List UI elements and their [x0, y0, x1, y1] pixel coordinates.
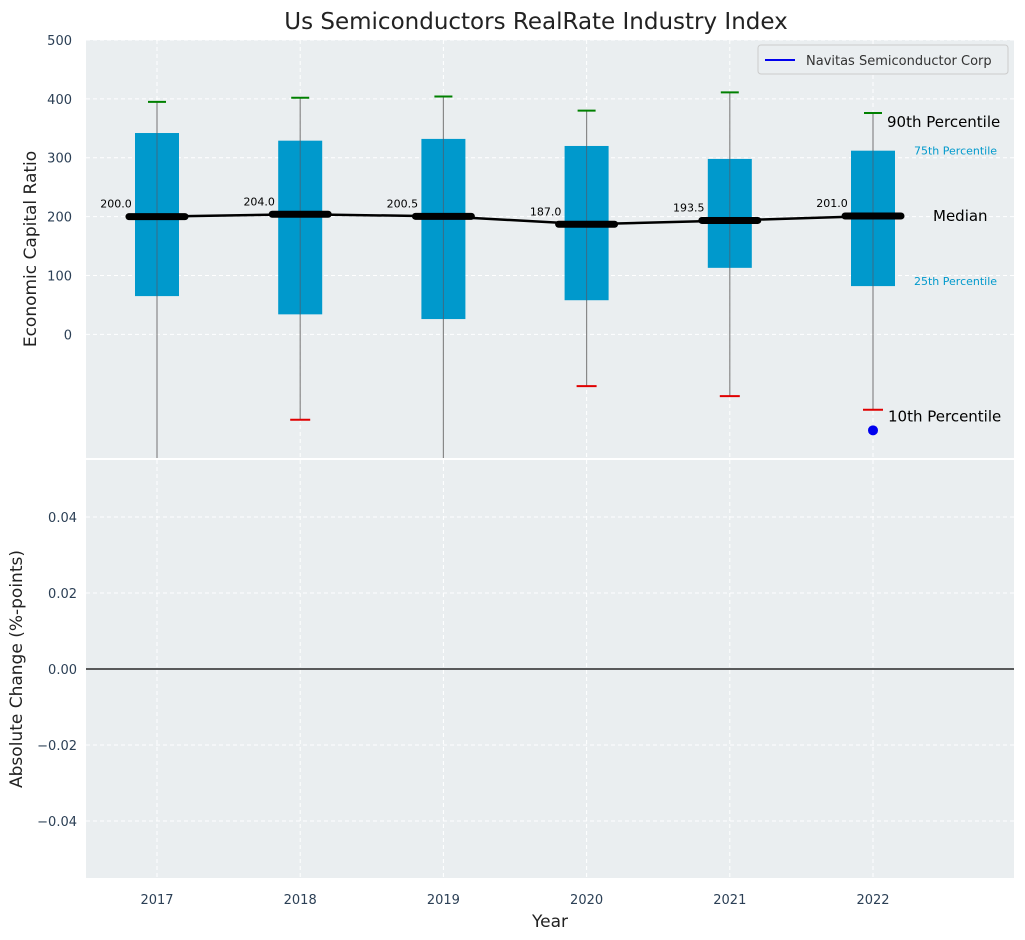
top-y-tick-labels: 0 100 200 300 400 500 [47, 34, 72, 343]
legend: Navitas Semiconductor Corp [757, 44, 1009, 75]
top-y-axis-label: Economic Capital Ratio [21, 151, 41, 347]
x-tick-label: 2022 [856, 893, 889, 908]
median-value-label: 201.0 [816, 197, 848, 210]
median-value-label: 187.0 [530, 205, 562, 218]
median-value-label: 200.0 [100, 198, 132, 211]
median-value-label: 200.5 [387, 197, 419, 210]
company-point [868, 425, 878, 436]
bottom-y-axis-label: Absolute Change (%-points) [7, 550, 27, 788]
x-axis-label: Year [531, 912, 568, 932]
bottom-grid [86, 460, 1014, 878]
x-tick-label: 2018 [284, 893, 317, 908]
y-tick-label: −0.02 [37, 739, 77, 754]
legend-label: Navitas Semiconductor Corp [806, 54, 992, 69]
x-tick-labels: 2017 2018 2019 2020 2021 2022 [140, 893, 889, 908]
y-tick-label: 500 [47, 34, 72, 49]
legend-box [757, 44, 1009, 75]
x-tick-label: 2020 [570, 893, 603, 908]
bottom-y-tick-labels: −0.04 −0.02 0.00 0.02 0.04 [37, 511, 77, 830]
chart-title: Us Semiconductors RealRate Industry Inde… [284, 9, 788, 35]
annotation-median: Median [933, 207, 988, 225]
y-tick-label: 100 [47, 269, 72, 284]
y-tick-label: 0 [64, 328, 72, 343]
x-tick-label: 2019 [427, 893, 460, 908]
median-value-label: 204.0 [243, 195, 275, 208]
x-tick-label: 2021 [713, 893, 746, 908]
box-plot [135, 91, 895, 458]
y-tick-label: 0.04 [48, 511, 77, 526]
median-line: 200.0 204.0 200.5 187.0 193.5 201.0 [100, 195, 905, 436]
percentile-annotations: 90th Percentile 75th Percentile Median 25th… [887, 113, 1001, 426]
annotation-90th: 90th Percentile [887, 113, 1000, 131]
annotation-10th: 10th Percentile [888, 408, 1001, 426]
y-tick-label: 400 [47, 93, 72, 108]
annotation-75th: 75th Percentile [914, 145, 997, 158]
annotation-25th: 25th Percentile [914, 275, 997, 288]
y-tick-label: 200 [47, 211, 72, 226]
median-value-label: 193.5 [673, 201, 705, 214]
y-tick-label: −0.04 [37, 815, 77, 830]
y-tick-label: 0.00 [48, 663, 77, 678]
y-tick-label: 300 [47, 152, 72, 167]
x-tick-label: 2017 [140, 893, 173, 908]
y-tick-label: 0.02 [48, 587, 77, 602]
